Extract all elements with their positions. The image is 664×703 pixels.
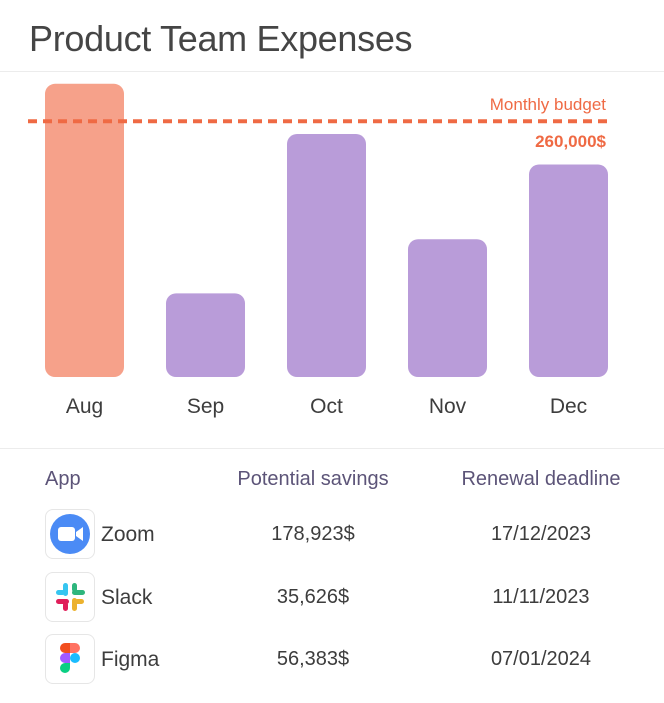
monthly-budget-value: 260,000$ xyxy=(535,132,606,151)
bar-dec xyxy=(529,164,608,377)
zoom-icon xyxy=(45,509,95,559)
renewal-deadline-value: 11/11/2023 xyxy=(492,586,590,608)
table-row[interactable]: Figma 56,383$ 07/01/2024 xyxy=(0,634,664,686)
potential-savings-value: 178,923$ xyxy=(271,523,355,545)
table-row[interactable]: Slack 35,626$ 11/11/2023 xyxy=(0,572,664,624)
x-tick-label: Nov xyxy=(429,395,467,418)
bar-oct xyxy=(287,133,366,377)
x-tick-label: Sep xyxy=(187,395,224,418)
bar-aug xyxy=(45,83,124,377)
chart-divider xyxy=(0,448,664,449)
renewal-deadline-value: 07/01/2024 xyxy=(490,648,592,670)
app-name: Figma xyxy=(101,648,160,671)
figma-icon xyxy=(45,634,95,684)
bar-nov xyxy=(408,239,487,377)
table-row[interactable]: Zoom 178,923$ 17/12/2023 xyxy=(0,509,664,561)
renewal-deadline-value: 17/12/2023 xyxy=(490,523,592,545)
x-tick-label: Oct xyxy=(310,395,343,418)
expenses-bar-chart: Monthly budget 260,000$ Aug Sep Oct Nov Dec xyxy=(28,83,608,418)
top-divider xyxy=(0,71,664,72)
potential-savings-value: 56,383$ xyxy=(276,648,350,670)
app-name: Slack xyxy=(101,586,153,609)
monthly-budget-label: Monthly budget xyxy=(490,95,607,114)
app-name: Zoom xyxy=(101,523,155,546)
x-tick-label: Aug xyxy=(66,395,103,418)
page-title: Product Team Expenses xyxy=(29,18,413,59)
x-tick-label: Dec xyxy=(550,395,587,418)
col-header-app: App xyxy=(45,468,81,490)
bar-sep xyxy=(166,293,245,377)
col-header-renewal-deadline: Renewal deadline xyxy=(461,468,621,490)
potential-savings-value: 35,626$ xyxy=(276,586,350,608)
col-header-potential-savings: Potential savings xyxy=(237,468,389,490)
slack-icon xyxy=(45,572,95,622)
